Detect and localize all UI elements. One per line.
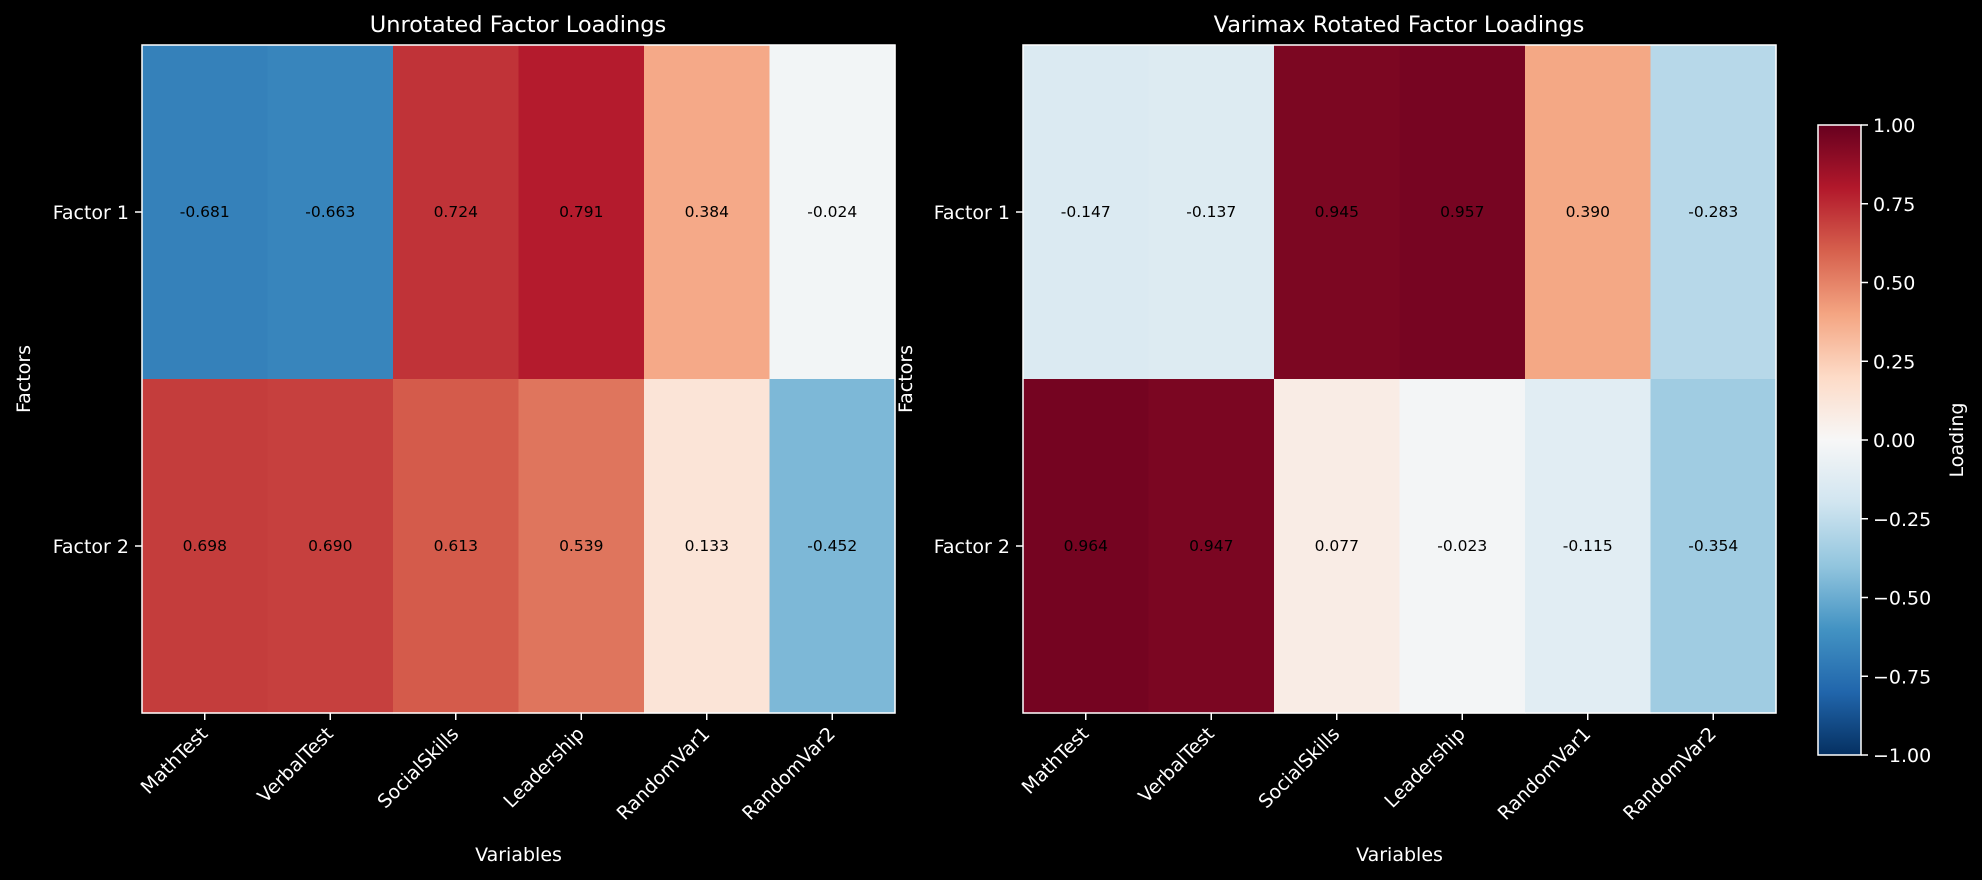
x-tick-label: SocialSkills [1254,723,1344,813]
x-tick-label: Leadership [499,723,588,812]
cell-value-label: -0.283 [1688,203,1738,221]
colorbar-tick-label: −0.25 [1873,509,1931,531]
heatmap-cell [1399,379,1526,714]
x-tick-label: RandomVar1 [613,723,715,825]
cell-value-label: -0.452 [807,537,857,555]
colorbar-tick-label: −0.75 [1873,666,1931,688]
colorbar-tick-label: 0.75 [1873,194,1915,216]
heatmap-cell [267,45,394,380]
colorbar-tick-label: 0.00 [1873,430,1915,452]
cell-value-label: 0.690 [308,537,352,555]
heatmap-cell [518,45,645,380]
plot-frame [1022,44,1777,714]
heatmap-cell [1525,379,1652,714]
cell-value-label: -0.663 [305,203,355,221]
colorbar-tick-label: −1.00 [1873,745,1931,767]
x-axis-label: Variables [1356,844,1443,866]
heatmap-cell [1650,45,1777,380]
x-tick-label: MathTest [1018,723,1094,799]
cell-value-label: 0.613 [434,537,478,555]
cell-value-label: 0.724 [434,203,478,221]
cell-value-label: 0.947 [1189,537,1233,555]
colorbar-tick-label: 1.00 [1873,115,1915,137]
y-axis-label: Factors [13,345,35,413]
x-tick-label: VerbalTest [1134,723,1218,807]
cell-value-label: 0.791 [559,203,603,221]
cell-value-label: -0.354 [1688,537,1738,555]
cell-value-label: 0.133 [685,537,729,555]
heatmap-cell [644,379,771,714]
cell-value-label: -0.023 [1437,537,1487,555]
colorbar-tick-label: 0.50 [1873,273,1915,295]
heatmap-cell [393,379,520,714]
heatmap-cell [142,379,269,714]
heatmap-cell [1023,45,1150,380]
cell-value-label: -0.137 [1186,203,1236,221]
cell-value-label: 0.384 [685,203,729,221]
cell-value-label: -0.024 [807,203,857,221]
cell-value-label: 0.964 [1064,537,1108,555]
cell-value-label: -0.115 [1563,537,1613,555]
y-tick-label: Factor 1 [934,202,1010,224]
x-tick-label: RandomVar2 [738,723,840,825]
heatmap-cell [518,379,645,714]
cell-value-label: 0.539 [559,537,603,555]
heatmap-cell [1148,45,1275,380]
cell-value-label: 0.077 [1315,537,1359,555]
y-axis-label: Factors [895,345,917,413]
heatmap-cell [1274,45,1401,380]
heatmap-cell [644,45,771,380]
plot-frame [141,44,896,714]
heatmap-cell [1525,45,1652,380]
y-tick-label: Factor 2 [934,536,1010,558]
y-tick-label: Factor 1 [53,202,129,224]
heatmap-cell [1399,45,1526,380]
colorbar [1818,125,1861,755]
x-tick-label: MathTest [137,723,213,799]
x-tick-label: VerbalTest [253,723,337,807]
heatmap-cell [1148,379,1275,714]
heatmap-cell [267,379,394,714]
colorbar-label: Loading [1946,403,1968,478]
cell-value-label: -0.681 [180,203,230,221]
cell-value-label: -0.147 [1061,203,1111,221]
panel-title: Unrotated Factor Loadings [370,12,666,38]
heatmap-cell [1650,379,1777,714]
cell-value-label: 0.957 [1440,203,1484,221]
panel-title: Varimax Rotated Factor Loadings [1214,12,1585,38]
x-tick-label: Leadership [1380,723,1469,812]
heatmap-cell [769,45,896,380]
y-tick-label: Factor 2 [53,536,129,558]
heatmap-cell [769,379,896,714]
cell-value-label: 0.945 [1315,203,1359,221]
cell-value-label: 0.698 [183,537,227,555]
cell-value-label: 0.390 [1566,203,1610,221]
colorbar-tick-label: −0.50 [1873,588,1931,610]
colorbar-tick-label: 0.25 [1873,351,1915,373]
x-axis-label: Variables [475,844,562,866]
heatmap-cell [393,45,520,380]
x-tick-label: RandomVar1 [1494,723,1596,825]
x-tick-label: RandomVar2 [1619,723,1721,825]
heatmap-cell [1023,379,1150,714]
x-tick-label: SocialSkills [373,723,463,813]
heatmap-cell [142,45,269,380]
heatmap-cell [1274,379,1401,714]
